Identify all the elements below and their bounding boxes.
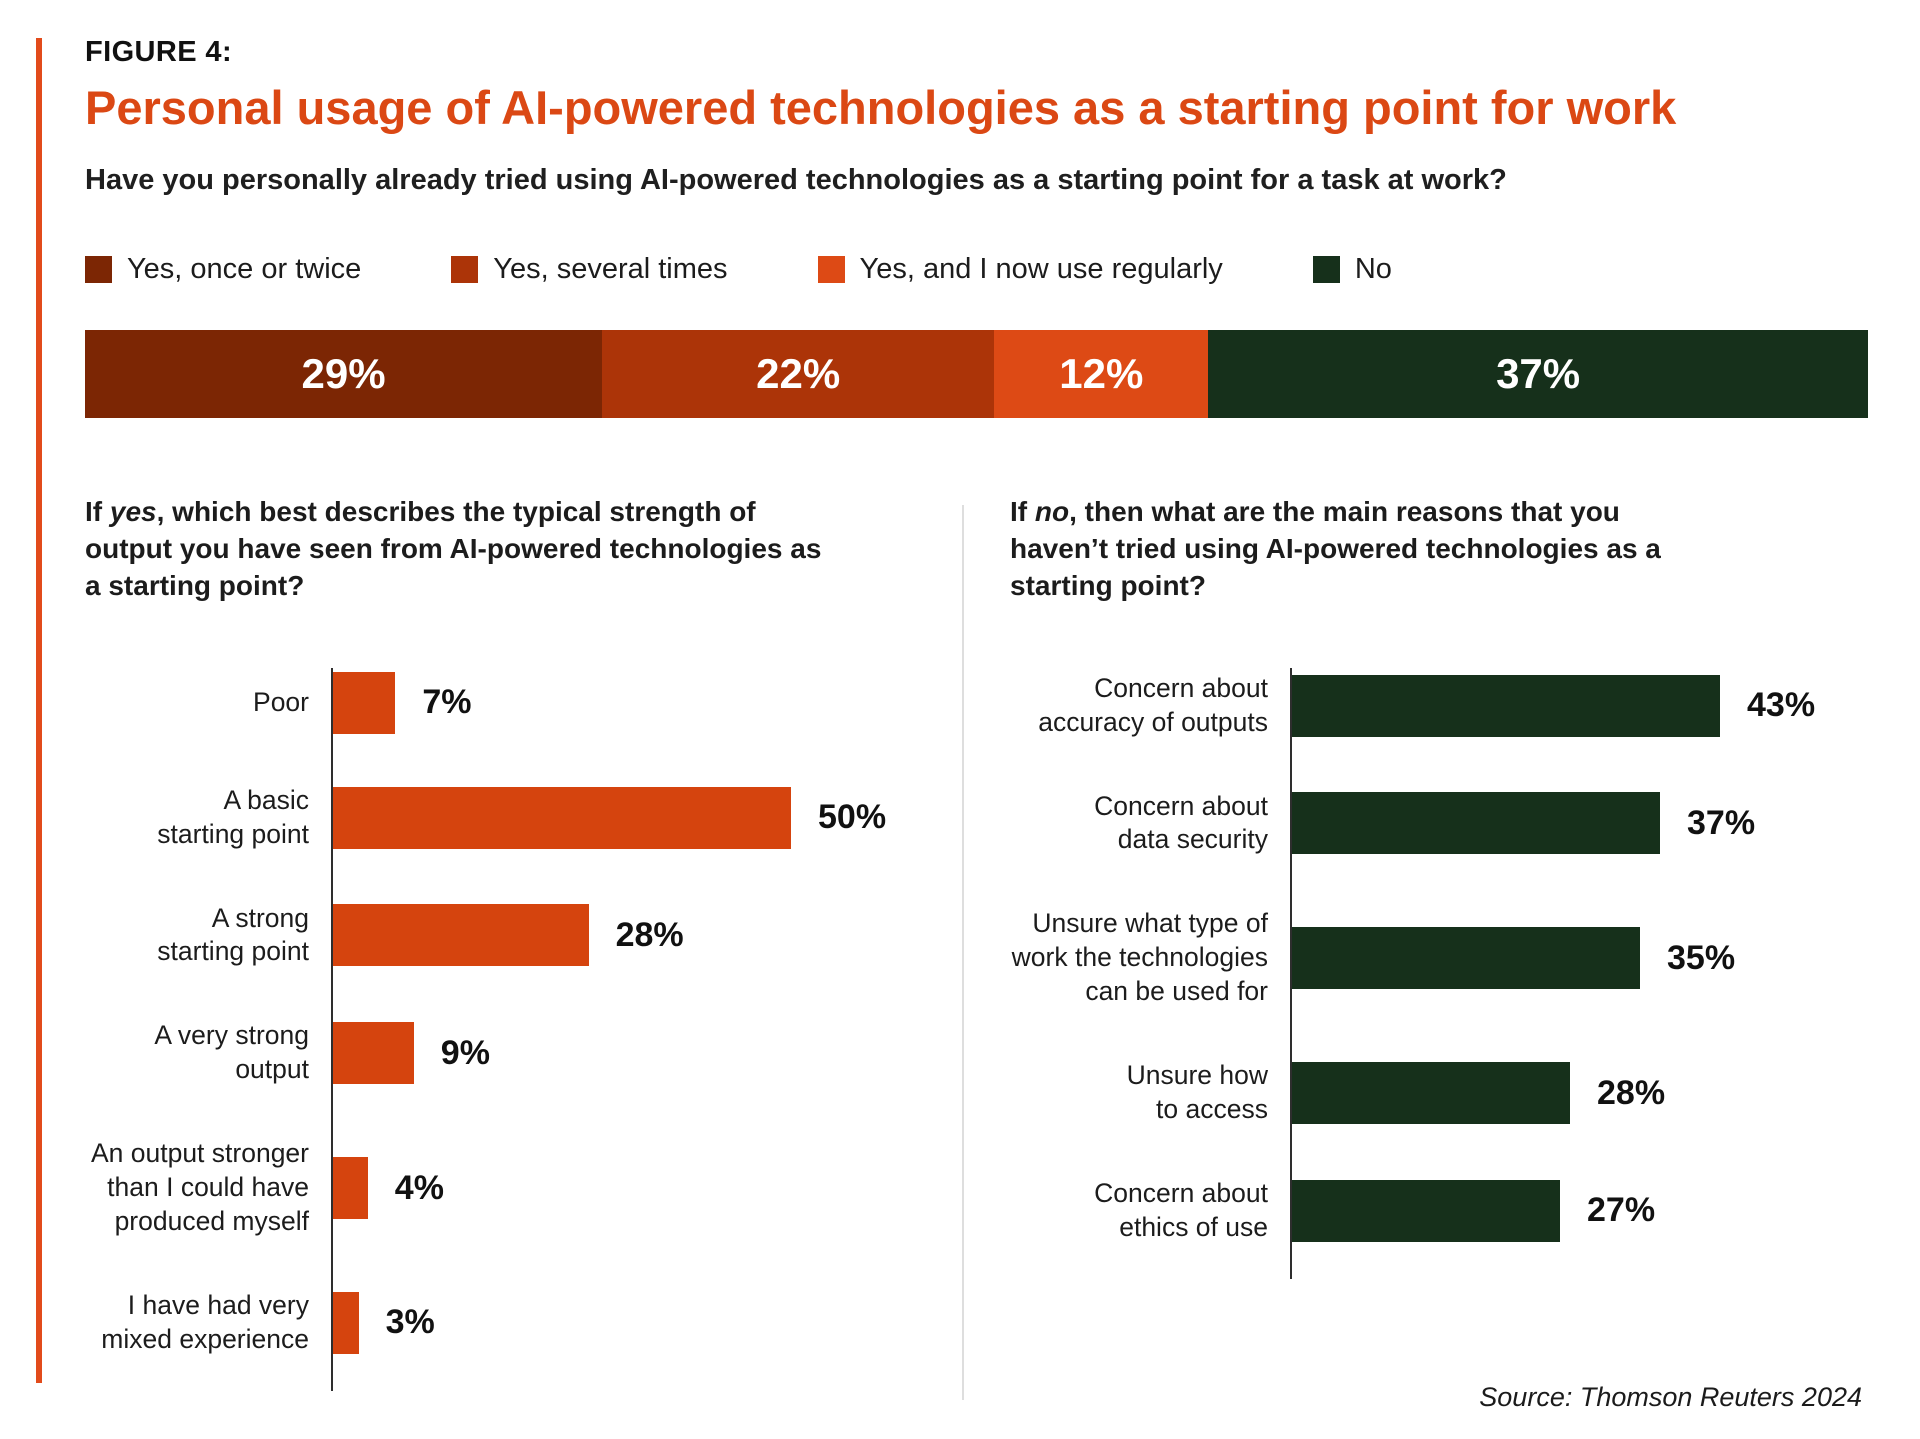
bar-row: Concern about accuracy of outputs 43% xyxy=(1010,672,1868,740)
bar xyxy=(1290,1062,1570,1124)
bar xyxy=(331,671,396,734)
legend-swatch xyxy=(817,255,845,283)
source-note: Source: Thomson Reuters 2024 xyxy=(1479,1382,1862,1412)
bar-cell: 7% xyxy=(331,671,472,734)
bar-label: Concern about data security xyxy=(1094,790,1268,855)
bar xyxy=(331,786,791,849)
stacked-segment: 12% xyxy=(994,329,1209,418)
figure-content: FIGURE 4: Personal usage of AI-powered t… xyxy=(85,36,1868,1391)
question-text-part: , which best describes the typical stren… xyxy=(85,495,822,601)
bar-label: I have had very mixed experience xyxy=(101,1289,309,1354)
legend-item: No xyxy=(1312,252,1392,286)
chart-yes-strength: Poor 7% A basic starting point 50% A strong … xyxy=(85,667,940,1391)
bar-row: I have had very mixed experience 3% xyxy=(85,1289,940,1357)
bar-cell: 35% xyxy=(1290,927,1736,990)
legend-swatch xyxy=(451,255,479,283)
bar xyxy=(1290,674,1720,737)
figure-title: Personal usage of AI-powered technologie… xyxy=(85,81,1677,134)
bar xyxy=(331,904,589,967)
bar-label: A basic starting point xyxy=(157,784,309,849)
question-italic-word: no xyxy=(1034,495,1070,527)
bar-label: An output stronger than I could have pro… xyxy=(90,1138,309,1236)
bar xyxy=(1290,927,1640,990)
bar-cell: 3% xyxy=(331,1291,435,1354)
bar-label: Unsure what type of work the technologie… xyxy=(1011,908,1268,1007)
segment-value: 37% xyxy=(1496,349,1581,397)
bar-value: 37% xyxy=(1687,803,1756,842)
bar-cell: 27% xyxy=(1290,1179,1656,1242)
bar-cell: 50% xyxy=(331,786,887,849)
axis-line xyxy=(331,667,333,1391)
segment-value: 22% xyxy=(756,349,841,397)
bar-label: Concern about ethics of use xyxy=(1094,1177,1268,1242)
bar-label: Poor xyxy=(253,686,309,717)
legend-item: Yes, and I now use regularly xyxy=(817,252,1223,286)
question-yes: If yes, which best describes the typical… xyxy=(85,494,830,644)
stacked-segment: 29% xyxy=(85,329,603,418)
bar-row: An output stronger than I could have pro… xyxy=(85,1137,940,1239)
bar xyxy=(331,1291,359,1354)
no-column: If no, then what are the main reasons th… xyxy=(1010,494,1868,1357)
bar xyxy=(331,1157,368,1220)
chart-no-reasons: Concern about accuracy of outputs 43% Conc… xyxy=(1010,667,1868,1279)
bar-cell: 37% xyxy=(1290,792,1756,855)
bar-cell: 9% xyxy=(331,1022,490,1085)
column-divider xyxy=(962,505,964,1400)
bar-value: 43% xyxy=(1747,686,1816,725)
legend-item: Yes, several times xyxy=(451,252,728,286)
question-text-part: If xyxy=(85,495,110,527)
bar-label: A very strong output xyxy=(154,1020,309,1085)
bar-value: 50% xyxy=(818,798,887,837)
bar-row: A basic starting point 50% xyxy=(85,784,940,852)
bar-value: 9% xyxy=(440,1033,490,1072)
bar-row: A strong starting point 28% xyxy=(85,902,940,970)
yes-column: If yes, which best describes the typical… xyxy=(85,494,940,1391)
bar-row: Poor 7% xyxy=(85,671,940,734)
bar-row: A very strong output 9% xyxy=(85,1019,940,1087)
axis-line xyxy=(1290,667,1292,1279)
bar-cell: 28% xyxy=(1290,1062,1665,1124)
survey-question: Have you personally already tried using … xyxy=(85,163,1507,196)
bar-label: Unsure how to access xyxy=(1126,1060,1268,1124)
question-text-part: If xyxy=(1010,495,1035,527)
bar-value: 7% xyxy=(422,683,472,722)
accent-line xyxy=(36,38,42,1383)
bar-value: 35% xyxy=(1667,938,1736,977)
legend-item: Yes, once or twice xyxy=(85,253,361,286)
legend-swatch xyxy=(1312,255,1340,283)
question-text-part: , then what are the main reasons that yo… xyxy=(1010,495,1661,601)
bar-row: Concern about ethics of use 27% xyxy=(1010,1177,1868,1245)
segment-value: 12% xyxy=(1059,349,1144,397)
bar-row: Unsure how to access 28% xyxy=(1010,1059,1868,1127)
bar-row: Concern about data security 37% xyxy=(1010,790,1868,858)
figure-label: FIGURE 4: xyxy=(85,36,232,68)
bar-value: 27% xyxy=(1587,1191,1656,1230)
legend-label: Yes, several times xyxy=(493,252,728,285)
legend-label: Yes, and I now use regularly xyxy=(859,252,1223,285)
stacked-segment: 22% xyxy=(602,329,995,418)
bar-cell: 4% xyxy=(331,1157,444,1220)
legend-swatch xyxy=(85,255,112,283)
bar-label: Concern about accuracy of outputs xyxy=(1038,672,1268,737)
stacked-segment: 37% xyxy=(1208,329,1868,418)
bar-value: 28% xyxy=(1597,1073,1666,1112)
stacked-bar: 29% 22% 12% 37% xyxy=(85,329,1868,418)
bar-value: 3% xyxy=(385,1303,435,1342)
bar-value: 4% xyxy=(394,1168,444,1207)
question-no: If no, then what are the main reasons th… xyxy=(1010,494,1700,644)
legend-label: Yes, once or twice xyxy=(127,252,362,285)
bar-row: Unsure what type of work the technologie… xyxy=(1010,907,1868,1009)
bar-label: A strong starting point xyxy=(157,902,309,967)
segment-value: 29% xyxy=(301,349,386,397)
bar xyxy=(331,1022,414,1085)
bar-cell: 28% xyxy=(331,904,684,967)
bar-value: 28% xyxy=(615,915,684,954)
bar-cell: 43% xyxy=(1290,674,1816,737)
bar xyxy=(1290,1179,1560,1242)
chart-columns: If yes, which best describes the typical… xyxy=(85,494,1868,1391)
legend-label: No xyxy=(1354,252,1392,285)
question-italic-word: yes xyxy=(109,495,157,527)
bar xyxy=(1290,792,1660,855)
legend: Yes, once or twice Yes, several times Yes,… xyxy=(85,253,1868,286)
